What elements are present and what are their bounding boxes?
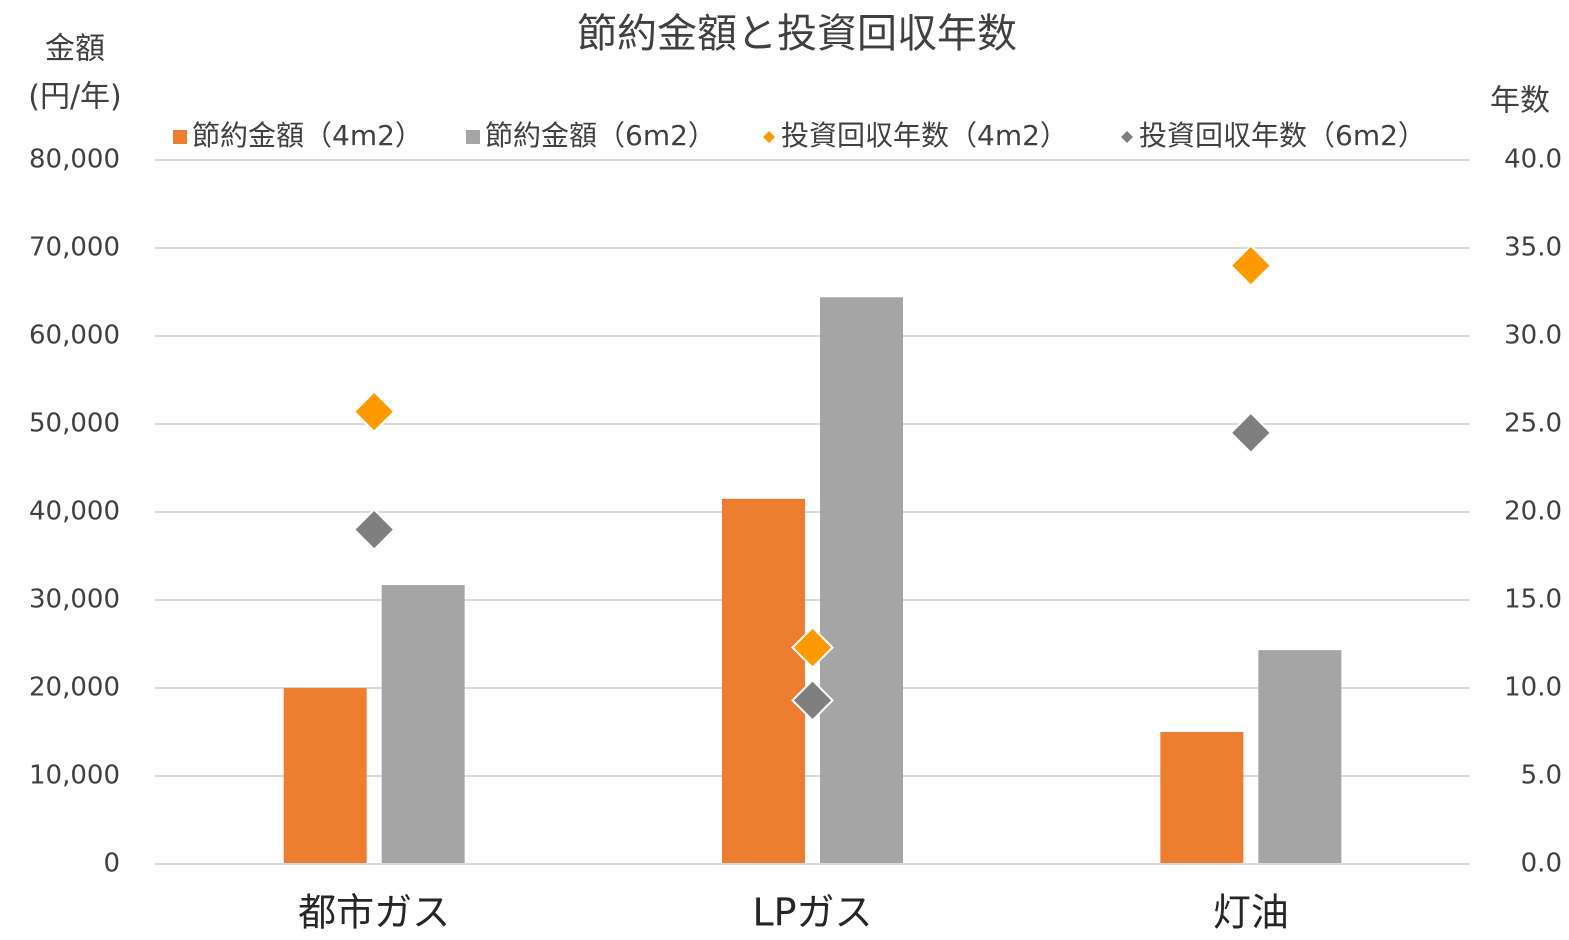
x-tick-label: 都市ガス xyxy=(298,891,450,935)
x-tick-label: 灯油 xyxy=(1213,891,1289,935)
y2-tick-label: 25.0 xyxy=(1504,409,1562,439)
legend-swatch xyxy=(466,130,480,144)
legend-swatch xyxy=(173,130,187,144)
chart-title: 節約金額と投資回収年数 xyxy=(577,11,1017,57)
legend-label: 投資回収年数（6m2） xyxy=(1139,119,1426,152)
legend-label: 節約金額（6m2） xyxy=(485,119,716,152)
diamond-marker xyxy=(1229,411,1273,455)
legend-swatch xyxy=(763,131,775,143)
y2-tick-label: 20.0 xyxy=(1504,497,1562,527)
diamond-marker xyxy=(791,678,834,722)
y-tick-label: 60,000 xyxy=(29,321,120,351)
legend-label: 節約金額（4m2） xyxy=(192,119,423,152)
diamond-marker xyxy=(1229,244,1273,288)
y-tick-label: 10,000 xyxy=(29,761,120,791)
legend-label: 投資回収年数（4m2） xyxy=(781,119,1068,152)
legend-swatch xyxy=(1121,131,1133,143)
y-tick-label: 50,000 xyxy=(29,409,120,439)
y2-tick-label: 0.0 xyxy=(1521,849,1562,879)
diamond-marker xyxy=(352,390,396,434)
bar xyxy=(1258,650,1342,864)
diamond-marker xyxy=(352,508,396,552)
y2-tick-label: 5.0 xyxy=(1521,761,1562,791)
y-tick-label: 0 xyxy=(103,849,120,879)
y2-tick-label: 40.0 xyxy=(1504,145,1562,175)
bar xyxy=(722,498,805,864)
y-tick-label: 80,000 xyxy=(29,145,120,175)
y2-tick-label: 35.0 xyxy=(1504,233,1562,263)
y2-tick-label: 15.0 xyxy=(1504,585,1562,615)
y-tick-label: 70,000 xyxy=(29,233,120,263)
y2-tick-label: 30.0 xyxy=(1504,321,1562,351)
diamond-marker xyxy=(791,626,834,669)
x-tick-label: LPガス xyxy=(752,891,872,935)
y-axis-title: (円/年) xyxy=(28,80,122,115)
y-tick-label: 40,000 xyxy=(29,497,120,527)
bar xyxy=(820,297,903,864)
y-tick-label: 30,000 xyxy=(29,585,120,615)
bar xyxy=(283,688,367,864)
y2-axis-title: 年数 xyxy=(1490,84,1550,119)
bar xyxy=(381,585,465,864)
y-tick-label: 20,000 xyxy=(29,673,120,703)
bar xyxy=(1160,732,1244,864)
y2-tick-label: 10.0 xyxy=(1504,673,1562,703)
y-axis-title: 金額 xyxy=(45,32,105,67)
